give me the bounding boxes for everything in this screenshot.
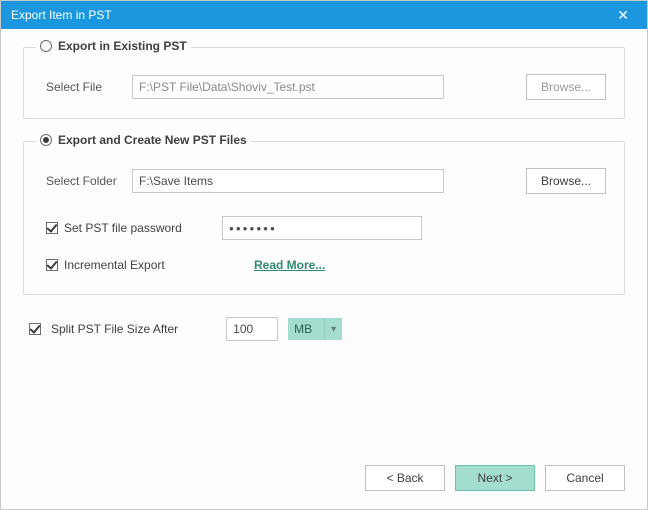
split-checkbox[interactable] — [29, 323, 41, 335]
set-password-label: Set PST file password — [64, 221, 182, 235]
set-password-checkbox[interactable] — [46, 222, 58, 234]
split-label: Split PST File Size After — [51, 322, 178, 336]
split-size-input[interactable] — [226, 317, 278, 341]
dialog-content: Export in Existing PST Select File Brows… — [1, 29, 647, 465]
group-existing-label: Export in Existing PST — [58, 39, 187, 53]
group-existing-pst: Export in Existing PST Select File Brows… — [23, 47, 625, 119]
split-size-row: Split PST File Size After MB ▾ — [23, 317, 625, 341]
chevron-down-icon: ▾ — [324, 318, 342, 340]
select-file-label: Select File — [46, 80, 132, 94]
folder-path-input[interactable] — [132, 169, 444, 193]
folder-browse-button[interactable]: Browse... — [526, 168, 606, 194]
existing-browse-button: Browse... — [526, 74, 606, 100]
group-create-label: Export and Create New PST Files — [58, 133, 247, 147]
cancel-button[interactable]: Cancel — [545, 465, 625, 491]
group-create-legend[interactable]: Export and Create New PST Files — [36, 133, 251, 147]
password-input[interactable]: ●●●●●●● — [222, 216, 422, 240]
split-unit-dropdown[interactable]: MB ▾ — [288, 318, 342, 340]
select-folder-label: Select Folder — [46, 174, 132, 188]
next-button[interactable]: Next > — [455, 465, 535, 491]
close-icon[interactable]: ✕ — [609, 3, 637, 28]
read-more-link[interactable]: Read More... — [254, 258, 325, 272]
back-button[interactable]: < Back — [365, 465, 445, 491]
split-unit-value: MB — [288, 318, 324, 340]
radio-existing-pst[interactable] — [40, 40, 52, 52]
existing-file-path-input — [132, 75, 444, 99]
radio-create-new-pst[interactable] — [40, 134, 52, 146]
dialog-footer: < Back Next > Cancel — [1, 465, 647, 509]
incremental-export-checkbox[interactable] — [46, 259, 58, 271]
group-create-new-pst: Export and Create New PST Files Select F… — [23, 141, 625, 295]
group-existing-legend[interactable]: Export in Existing PST — [36, 39, 191, 53]
window-title: Export Item in PST — [11, 8, 112, 22]
titlebar: Export Item in PST ✕ — [1, 1, 647, 29]
incremental-export-label: Incremental Export — [64, 258, 165, 272]
